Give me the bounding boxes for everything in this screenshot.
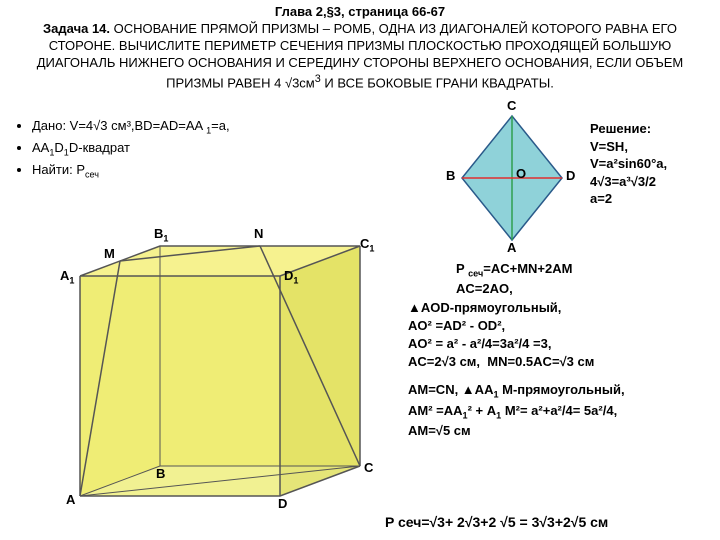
- rhombus-label-b: B: [446, 168, 455, 183]
- given-block: Дано: V=4√3 см³,BD=AD=AA 1=а, АА1D1D-ква…: [14, 116, 230, 183]
- rhombus-label-o: O: [516, 166, 526, 181]
- sol-line-2: V=SH,: [590, 138, 667, 156]
- final-answer: P сеч=√3+ 2√3+2 √5 = 3√3+2√5 см: [385, 514, 608, 530]
- prism-label-c: C: [364, 460, 373, 475]
- prism-label-n: N: [254, 226, 263, 241]
- problem-text: Задача 14. ОСНОВАНИЕ ПРЯМОЙ ПРИЗМЫ – РОМ…: [30, 21, 690, 92]
- step-4: AO² =AD² - OD²,: [408, 317, 712, 335]
- rhombus-label-a: A: [507, 240, 516, 255]
- prism-label-d1: D1: [284, 268, 298, 286]
- header: Глава 2,§3, страница 66-67 Задача 14. ОС…: [0, 0, 720, 92]
- step-9: АМ=√5 см: [408, 422, 712, 440]
- prism-label-a: A: [66, 492, 75, 507]
- chapter-ref: Глава 2,§3, страница 66-67: [30, 4, 690, 21]
- problem-label: Задача 14.: [43, 21, 110, 36]
- prism-figure: A B C D A1 B1 C1 D1 M N: [60, 196, 390, 531]
- step-5: AO² = a² - a²/4=3a²/4 =3,: [408, 335, 712, 353]
- rhombus-figure: C B D A O: [452, 108, 572, 248]
- rhombus-svg: [452, 108, 572, 248]
- prism-label-c1: C1: [360, 236, 374, 254]
- steps-block: P сеч=AC+MN+2AM AC=2AO, ▲AOD-прямоугольн…: [408, 260, 712, 440]
- prism-label-b1: B1: [154, 226, 168, 244]
- given-line-3: Найти: Рсеч: [32, 160, 230, 182]
- rhombus-label-d: D: [566, 168, 575, 183]
- given-line-2: АА1D1D-квадрат: [32, 138, 230, 160]
- step-6: AC=2√3 см, MN=0.5AC=√3 см: [408, 353, 712, 371]
- prism-label-b: B: [156, 466, 165, 481]
- sol-line-3: V=a²sin60°a,: [590, 155, 667, 173]
- given-line-1: Дано: V=4√3 см³,BD=AD=AA 1=а,: [32, 116, 230, 138]
- step-2: AC=2AO,: [456, 280, 712, 298]
- sol-line-1: Решение:: [590, 120, 667, 138]
- prism-label-d: D: [278, 496, 287, 511]
- prism-label-a1: A1: [60, 268, 74, 286]
- step-3: ▲AOD-прямоугольный,: [408, 299, 712, 317]
- rhombus-label-c: C: [507, 98, 516, 113]
- sol-line-5: a=2: [590, 190, 667, 208]
- sol-line-4: 4√3=a³√3/2: [590, 173, 667, 191]
- solution-block: Решение: V=SH, V=a²sin60°a, 4√3=a³√3/2 a…: [590, 120, 667, 208]
- step-1: P сеч=AC+MN+2AM: [456, 260, 712, 280]
- prism-label-m: M: [104, 246, 115, 261]
- step-8: АМ² =АА1² + А1 М²= а²+а²/4= 5а²/4,: [408, 402, 712, 422]
- step-7: AM=CN, ▲АА1 М-прямоугольный,: [408, 381, 712, 401]
